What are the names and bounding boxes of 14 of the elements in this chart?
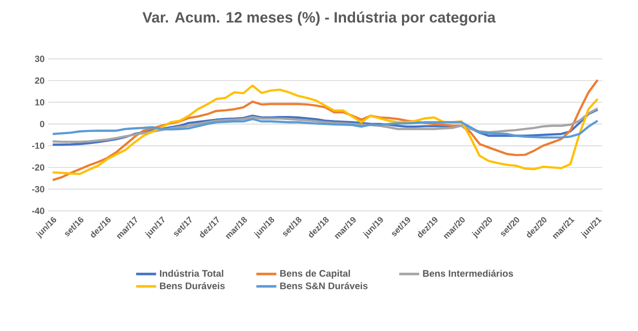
y-tick-label: 20 bbox=[34, 77, 44, 84]
legend-label: Indústria Total bbox=[160, 270, 224, 277]
y-tick-label: 30 bbox=[34, 56, 44, 62]
y-tick-label: -20 bbox=[32, 164, 44, 171]
legend-label: Bens Duráveis bbox=[160, 282, 225, 290]
chart-title: Var. Acum. 12 meses (%) - Indústria por categoria bbox=[142, 12, 496, 26]
y-tick-label: -40 bbox=[32, 208, 44, 214]
y-tick-label: -30 bbox=[32, 186, 44, 192]
legend-label: Bens Intermediários bbox=[423, 270, 514, 277]
legend-label: Bens de Capital bbox=[280, 270, 350, 279]
y-tick-label: 0 bbox=[40, 120, 44, 128]
y-tick-label: -10 bbox=[32, 142, 44, 149]
y-tick-label: 10 bbox=[35, 99, 44, 106]
legend-label: Bens S&N Duráveis bbox=[280, 282, 368, 290]
